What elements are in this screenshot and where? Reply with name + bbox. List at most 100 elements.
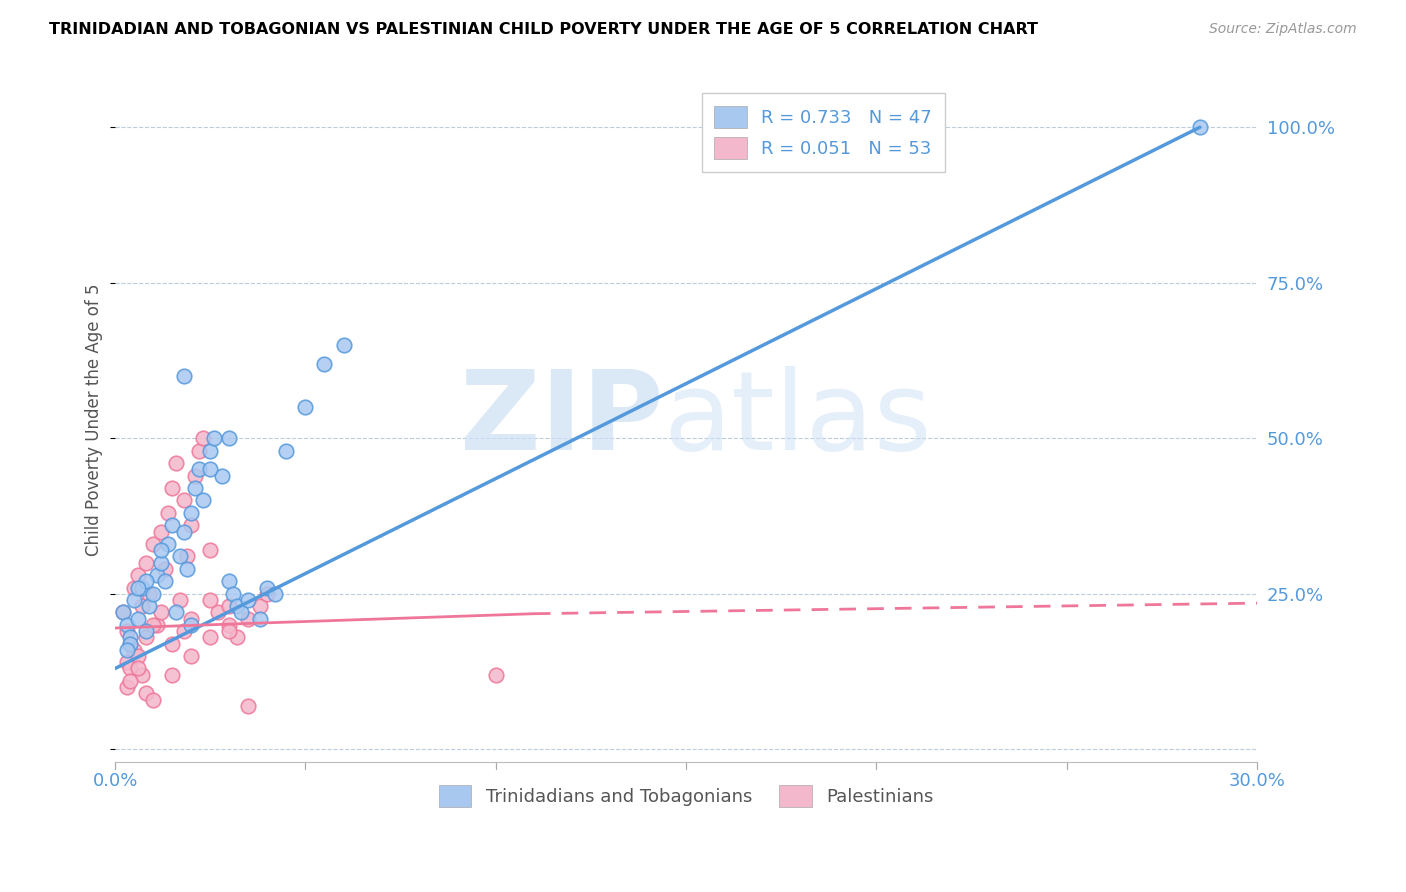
Point xyxy=(187,443,209,458)
Point xyxy=(138,587,160,601)
Y-axis label: Child Poverty Under the Age of 5: Child Poverty Under the Age of 5 xyxy=(86,284,103,556)
Point xyxy=(173,524,195,539)
Point xyxy=(200,443,222,458)
Point xyxy=(173,493,195,508)
Point xyxy=(120,673,142,688)
Point xyxy=(180,506,202,520)
Point xyxy=(222,587,245,601)
Point xyxy=(160,667,183,681)
Point xyxy=(111,606,134,620)
Point xyxy=(332,338,354,352)
Point xyxy=(115,680,138,694)
Point xyxy=(149,524,172,539)
Point xyxy=(249,599,271,614)
Text: TRINIDADIAN AND TOBAGONIAN VS PALESTINIAN CHILD POVERTY UNDER THE AGE OF 5 CORRE: TRINIDADIAN AND TOBAGONIAN VS PALESTINIA… xyxy=(49,22,1038,37)
Point xyxy=(169,593,191,607)
Point xyxy=(142,537,165,551)
Point xyxy=(165,606,187,620)
Point xyxy=(127,568,149,582)
Point xyxy=(135,556,157,570)
Point xyxy=(157,537,180,551)
Point xyxy=(207,606,229,620)
Point xyxy=(160,518,183,533)
Point xyxy=(131,581,153,595)
Text: atlas: atlas xyxy=(664,366,932,473)
Point xyxy=(256,581,278,595)
Point xyxy=(149,543,172,558)
Point xyxy=(256,587,278,601)
Point xyxy=(184,481,207,495)
Point xyxy=(142,618,165,632)
Point xyxy=(485,667,508,681)
Point xyxy=(169,549,191,564)
Point xyxy=(120,636,142,650)
Point xyxy=(153,562,176,576)
Point xyxy=(176,549,198,564)
Point xyxy=(218,574,240,589)
Point xyxy=(142,587,165,601)
Point xyxy=(218,618,240,632)
Point xyxy=(187,462,209,476)
Point xyxy=(146,568,169,582)
Point xyxy=(157,506,180,520)
Point xyxy=(115,655,138,669)
Point xyxy=(131,667,153,681)
Point xyxy=(135,624,157,639)
Point xyxy=(153,574,176,589)
Point xyxy=(294,400,316,414)
Point xyxy=(202,431,225,445)
Point xyxy=(238,593,260,607)
Point xyxy=(176,562,198,576)
Point xyxy=(218,624,240,639)
Point xyxy=(276,443,298,458)
Point xyxy=(120,636,142,650)
Point xyxy=(191,493,214,508)
Point xyxy=(122,581,145,595)
Point xyxy=(160,636,183,650)
Point xyxy=(226,599,249,614)
Point xyxy=(115,642,138,657)
Point xyxy=(127,581,149,595)
Point xyxy=(149,606,172,620)
Point xyxy=(120,631,142,645)
Point xyxy=(180,612,202,626)
Point xyxy=(173,369,195,384)
Point xyxy=(211,468,233,483)
Point xyxy=(111,606,134,620)
Point xyxy=(218,599,240,614)
Point xyxy=(131,599,153,614)
Point xyxy=(173,624,195,639)
Legend: Trinidadians and Tobagonians, Palestinians: Trinidadians and Tobagonians, Palestinia… xyxy=(432,778,941,814)
Point xyxy=(135,574,157,589)
Point xyxy=(1188,120,1211,135)
Point xyxy=(191,431,214,445)
Point xyxy=(314,357,336,371)
Point xyxy=(149,556,172,570)
Point xyxy=(238,698,260,713)
Text: Source: ZipAtlas.com: Source: ZipAtlas.com xyxy=(1209,22,1357,37)
Point xyxy=(218,431,240,445)
Point xyxy=(160,481,183,495)
Point xyxy=(226,631,249,645)
Point xyxy=(249,612,271,626)
Point xyxy=(135,686,157,700)
Point xyxy=(120,661,142,675)
Point xyxy=(127,612,149,626)
Point xyxy=(200,543,222,558)
Point xyxy=(229,606,252,620)
Point xyxy=(142,692,165,706)
Point xyxy=(135,631,157,645)
Point xyxy=(115,618,138,632)
Point xyxy=(180,518,202,533)
Point xyxy=(127,648,149,663)
Point xyxy=(184,468,207,483)
Point xyxy=(180,648,202,663)
Point xyxy=(122,642,145,657)
Text: ZIP: ZIP xyxy=(460,366,664,473)
Point xyxy=(115,624,138,639)
Point xyxy=(200,631,222,645)
Point xyxy=(200,593,222,607)
Point xyxy=(180,618,202,632)
Point xyxy=(146,618,169,632)
Point xyxy=(138,599,160,614)
